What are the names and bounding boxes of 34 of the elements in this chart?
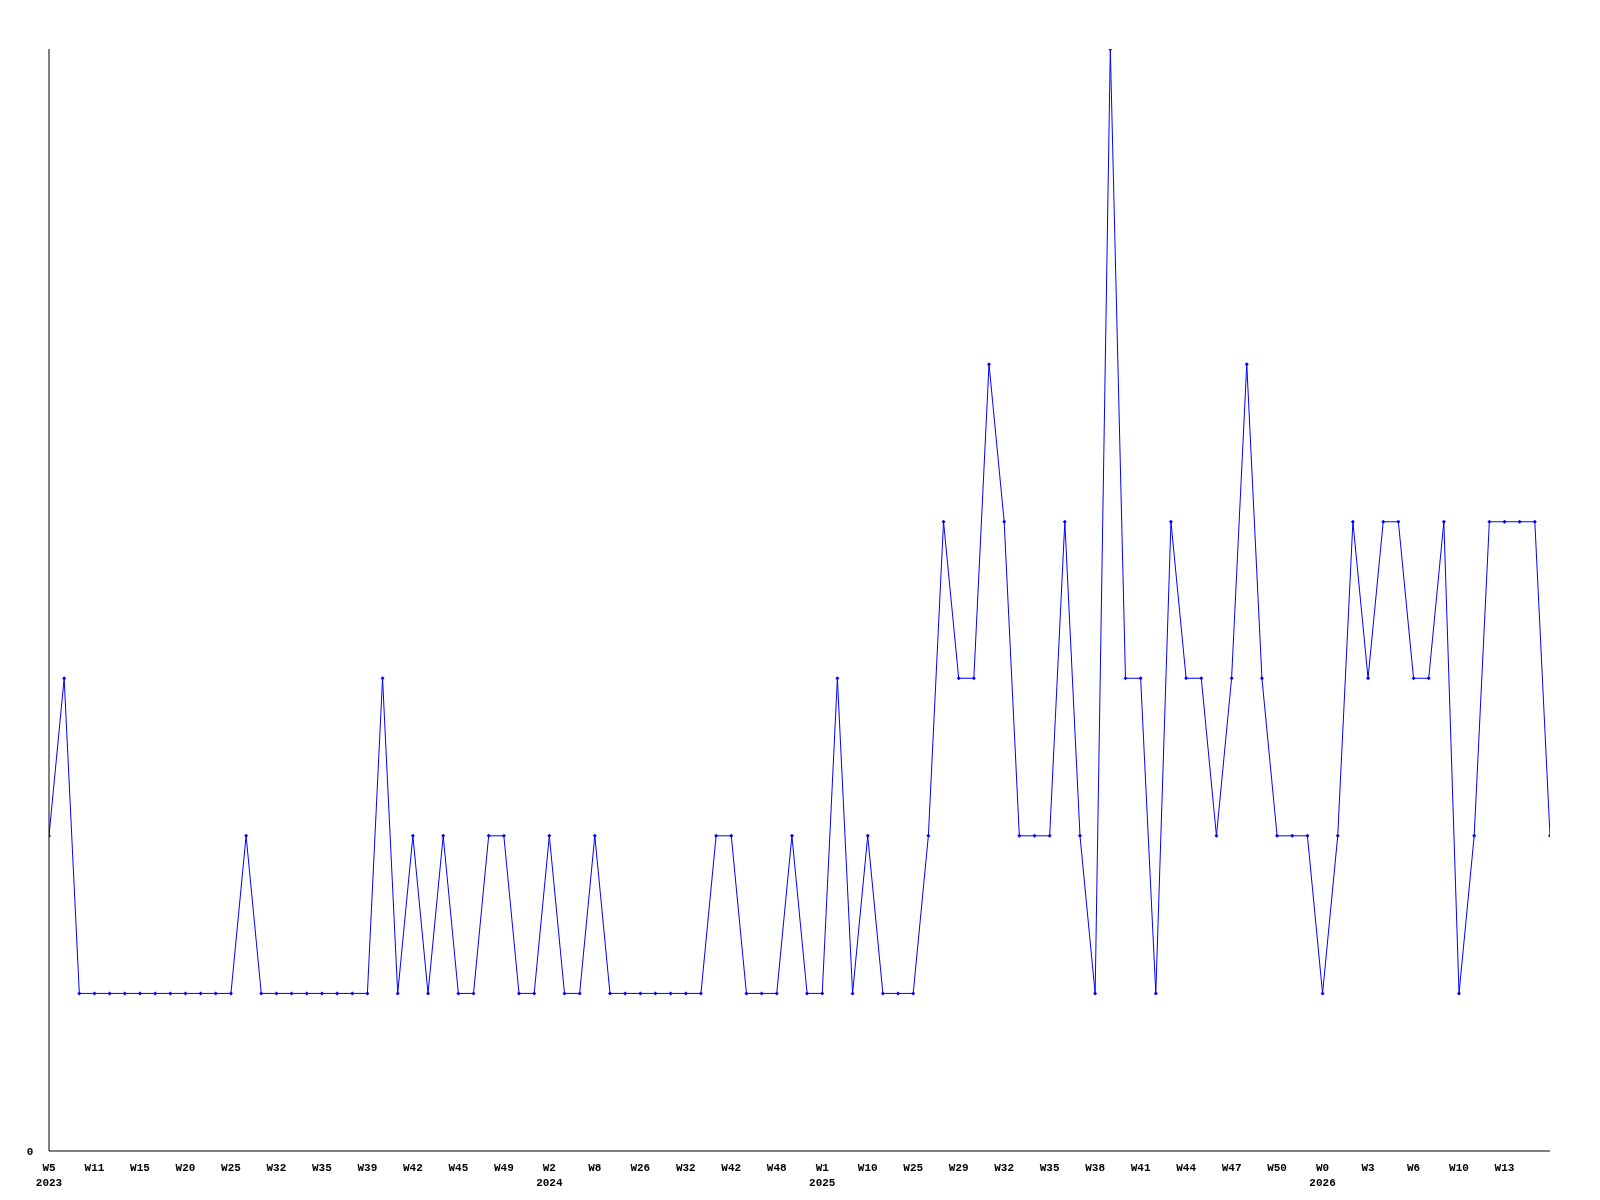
x-tick-label: W48 [766,1162,788,1174]
x-tick-label: W2 2024 [536,1162,563,1189]
x-tick-label: W26 [630,1162,651,1174]
x-tick-label: W11 [84,1162,105,1174]
x-tick-label: W42 [721,1162,742,1174]
x-tick-label: W32 [994,1162,1015,1174]
x-tick-label: W38 [1085,1162,1106,1174]
x-tick-label: W13 [1494,1162,1515,1174]
x-tick-label: W49 [493,1162,514,1174]
x-tick-label: W5 2023 [35,1162,63,1189]
x-tick-label: W41 [1130,1162,1151,1174]
x-tick-label: W44 [1176,1162,1197,1174]
x-tick-label: W35 [312,1162,333,1174]
x-tick-label: W0 2026 [1309,1162,1336,1189]
x-tick-label: W15 [130,1162,151,1174]
x-tick-label: W32 [266,1162,287,1174]
x-tick-label: W20 [175,1162,196,1174]
x-tick-label: W25 [903,1162,924,1174]
x-tick-label: W29 [948,1162,969,1174]
x-tick-label: W10 [1449,1162,1469,1174]
x-tick-label: W35 [1039,1162,1060,1174]
x-tick-label: W39 [357,1162,378,1174]
x-tick-label: W32 [675,1162,696,1174]
x-tick-label: W3 [1361,1162,1376,1174]
x-tick-label: W47 [1221,1162,1242,1174]
x-tick-label: W1 2025 [809,1162,836,1189]
x-tick-label: W45 [448,1162,469,1174]
x-tick-label: W10 [857,1162,878,1174]
x-tick-label: W25 [221,1162,242,1174]
text: 0 [26,1146,34,1158]
x-tick-label: W42 [402,1162,423,1174]
x-tick-label: W8 [588,1162,602,1174]
x-tick-label: W6 [1406,1162,1421,1174]
x-tick-label: W50 [1267,1162,1287,1174]
